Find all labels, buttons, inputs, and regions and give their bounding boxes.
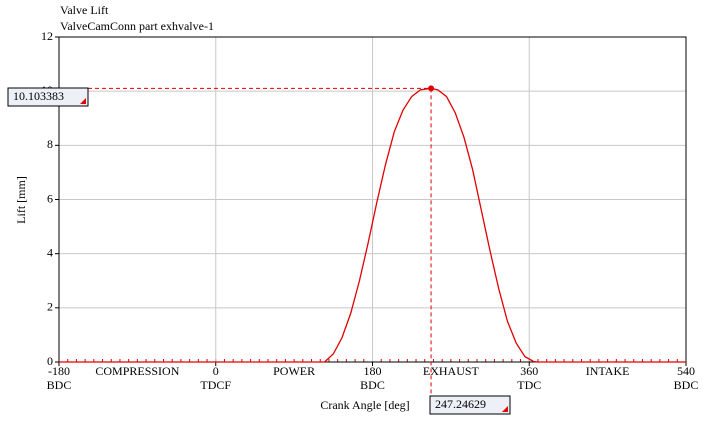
phase-label: EXHAUST <box>423 364 480 378</box>
x-tick-sublabel: TDCF <box>200 378 231 392</box>
x-tick-sublabel: BDC <box>47 378 72 392</box>
cursor-x-value-box <box>429 395 511 415</box>
y-tick-label: 12 <box>41 29 53 43</box>
x-tick-label: 540 <box>677 364 695 378</box>
cursor-x-value: 247.24629 <box>435 397 486 411</box>
cursor-y-value: 10.103383 <box>13 89 64 103</box>
x-tick-label: 0 <box>213 364 219 378</box>
y-tick-label: 2 <box>47 300 53 314</box>
plot-border <box>58 36 687 363</box>
x-tick-sublabel: TDC <box>517 378 541 392</box>
data-line <box>59 87 686 363</box>
cursor-y-value-box <box>7 87 89 107</box>
cursor-y-value-corner <box>80 98 86 104</box>
cursor-x-value-corner <box>502 406 508 412</box>
y-tick-label: 0 <box>47 354 53 368</box>
y-tick-label: 4 <box>47 245 53 259</box>
phase-label: INTAKE <box>586 364 630 378</box>
phase-label: POWER <box>273 364 315 378</box>
x-tick-sublabel: BDC <box>674 378 699 392</box>
y-axis-title: Lift [mm] <box>14 176 28 224</box>
x-tick-label: 360 <box>520 364 538 378</box>
y-tick-label: 8 <box>47 137 53 151</box>
x-tick-label: 180 <box>364 364 382 378</box>
x-tick-label: -180 <box>48 364 70 378</box>
x-tick-sublabel: BDC <box>360 378 385 392</box>
y-tick-label: 6 <box>47 191 53 205</box>
x-axis-title: Crank Angle [deg] <box>320 398 409 412</box>
chart-subtitle: ValveCamConn part exhvalve-1 <box>60 19 214 33</box>
cursor-point <box>428 85 435 92</box>
chart-title: Valve Lift <box>60 3 109 17</box>
phase-label: COMPRESSION <box>95 364 179 378</box>
